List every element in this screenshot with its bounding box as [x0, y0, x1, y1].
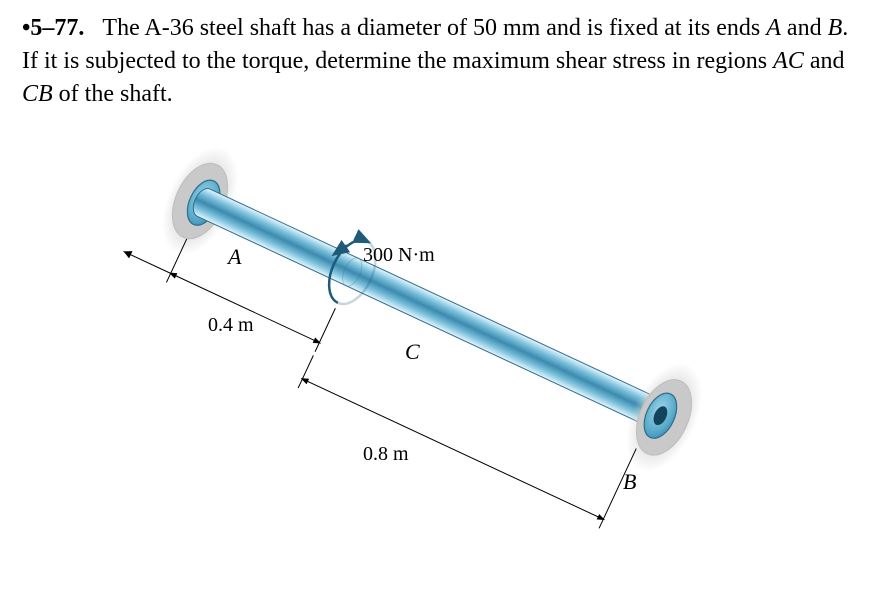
problem-text-2: and [781, 15, 828, 41]
problem-A: A [766, 15, 781, 41]
problem-number: •5–77. [22, 15, 84, 41]
label-len-AC: 0.4 m [208, 314, 254, 337]
problem-CB: CB [22, 81, 53, 107]
problem-text-5: of the shaft. [53, 81, 173, 107]
label-A: A [228, 244, 241, 270]
problem-statement: •5–77. The A-36 steel shaft has a diamet… [0, 0, 872, 111]
figure: A C B 300 N·m 0.4 m 0.8 m [0, 111, 872, 561]
problem-AC: AC [773, 48, 804, 74]
problem-text-1: The A-36 steel shaft has a diameter of 5… [102, 15, 766, 41]
label-B: B [623, 469, 636, 495]
problem-text-4: and [804, 48, 845, 74]
label-C: C [405, 339, 420, 365]
label-torque: 300 N·m [363, 244, 435, 267]
problem-B: B [828, 15, 843, 41]
label-len-CB: 0.8 m [363, 443, 409, 466]
